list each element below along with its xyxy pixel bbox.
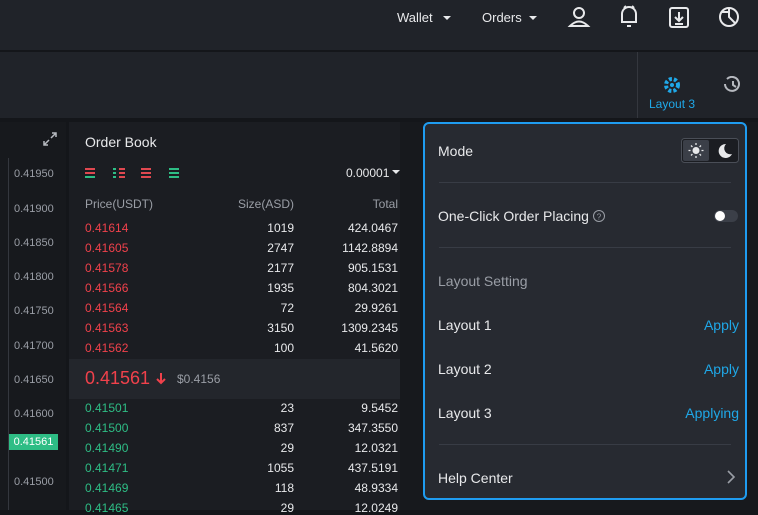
ask-cell: 804.3021 bbox=[347, 281, 398, 295]
bid-cell: 837 bbox=[273, 421, 294, 435]
axis-label: 0.41850 bbox=[14, 237, 54, 249]
ask-cell: 0.41605 bbox=[85, 241, 129, 255]
layout-action[interactable]: Applying bbox=[685, 405, 739, 421]
ask-cell: 0.41566 bbox=[85, 281, 129, 295]
ask-cell: 1935 bbox=[267, 281, 294, 295]
one-click-switch[interactable] bbox=[713, 208, 741, 224]
ask-cell: 905.1531 bbox=[347, 261, 398, 275]
divider bbox=[439, 247, 731, 248]
help-center[interactable]: Help Center bbox=[438, 470, 513, 486]
ask-cell: 2177 bbox=[267, 261, 294, 275]
order-book-title: Order Book bbox=[85, 134, 157, 150]
layout-name: Layout 3 bbox=[438, 405, 492, 421]
axis-label: 0.41800 bbox=[14, 271, 54, 283]
ask-cell: 41.5620 bbox=[354, 341, 398, 355]
top-bar: Wallet Orders bbox=[0, 0, 758, 50]
bid-cell: 9.5452 bbox=[361, 401, 398, 415]
bid-cell: 0.41501 bbox=[85, 401, 129, 415]
bid-cell: 0.41500 bbox=[85, 421, 129, 435]
last-price-usd: $0.4156 bbox=[177, 372, 221, 386]
ask-cell: 0.41578 bbox=[85, 261, 129, 275]
ask-cell: 0.41562 bbox=[85, 341, 129, 355]
ask-cell: 1019 bbox=[267, 221, 294, 235]
ask-cell: 72 bbox=[280, 301, 294, 315]
divider bbox=[439, 444, 731, 445]
bid-cell: 0.41490 bbox=[85, 441, 129, 455]
bid-cell: 118 bbox=[274, 481, 294, 495]
bid-cell: 29 bbox=[280, 441, 294, 455]
ask-cell: 0.41614 bbox=[85, 221, 129, 235]
ask-cell: 0.41564 bbox=[85, 301, 129, 315]
layout-name: Layout 2 bbox=[438, 361, 492, 377]
svg-text:?: ? bbox=[597, 213, 602, 222]
column-header: Price(USDT) bbox=[85, 197, 153, 211]
ask-cell: 0.41563 bbox=[85, 321, 129, 335]
mode-toggle[interactable] bbox=[681, 138, 741, 164]
layout-action[interactable]: Apply bbox=[703, 317, 739, 333]
bid-cell: 0.41471 bbox=[85, 461, 129, 475]
dropdown-arrow bbox=[392, 170, 400, 174]
bid-cell: 12.0321 bbox=[354, 441, 398, 455]
view-toggles[interactable] bbox=[83, 166, 183, 180]
bid-cell: 1055 bbox=[267, 461, 294, 475]
axis-label: 0.41700 bbox=[14, 340, 54, 352]
ask-cell: 1142.8894 bbox=[342, 241, 398, 255]
nav-orders[interactable]: Orders bbox=[482, 10, 522, 25]
layout-name: Layout 1 bbox=[438, 317, 492, 333]
axis-label: 0.41950 bbox=[14, 168, 54, 180]
toolbar-icons bbox=[664, 76, 740, 93]
layout-setting-heading: Layout Setting bbox=[438, 273, 528, 289]
separator bbox=[637, 52, 638, 118]
axis-label: 0.41600 bbox=[14, 408, 54, 420]
axis-label: 0.41500 bbox=[14, 476, 54, 488]
ask-cell: 3150 bbox=[267, 321, 294, 335]
ask-cell: 2747 bbox=[267, 241, 294, 255]
column-header: Size(ASD) bbox=[237, 197, 294, 211]
bid-cell: 48.9334 bbox=[354, 481, 398, 495]
divider bbox=[439, 182, 731, 183]
bid-cell: 347.3550 bbox=[347, 421, 398, 435]
bid-cell: 29 bbox=[280, 501, 294, 515]
settings-panel: ? Mode One-Click Order Placing Layout Sett… bbox=[423, 122, 747, 500]
axis-label: 0.41650 bbox=[14, 374, 54, 386]
last-price: 0.41561 bbox=[85, 368, 151, 388]
bid-cell: 0.41469 bbox=[85, 481, 129, 495]
last-price-row bbox=[69, 359, 400, 399]
ask-cell: 424.0467 bbox=[347, 221, 398, 235]
one-click-label: One-Click Order Placing bbox=[438, 208, 589, 224]
expand-icon[interactable] bbox=[43, 132, 57, 146]
layout-action[interactable]: Apply bbox=[703, 361, 739, 377]
bid-cell: 0.41465 bbox=[85, 501, 129, 515]
ask-cell: 100 bbox=[273, 341, 294, 355]
current-price-tag: 0.41561 bbox=[9, 434, 58, 450]
chevron bbox=[727, 470, 736, 484]
price-chart: 0.41950 0.41900 0.41850 0.41800 0.41750 0.417… bbox=[0, 122, 66, 510]
axis-label: 0.41750 bbox=[14, 305, 54, 317]
nav-icons bbox=[443, 5, 739, 28]
bid-cell: 437.5191 bbox=[347, 461, 398, 475]
nav-wallet[interactable]: Wallet bbox=[397, 10, 433, 25]
mode-label: Mode bbox=[438, 143, 474, 159]
layout-button[interactable]: Layout 3 bbox=[649, 97, 696, 111]
ask-cell: 1309.2345 bbox=[341, 321, 398, 335]
down-arrow bbox=[156, 373, 166, 385]
order-book: Order Book 0.00001 Price(USDT) Size(ASD) T… bbox=[69, 122, 400, 515]
help-icon[interactable]: ? bbox=[592, 209, 606, 223]
column-header: Total bbox=[372, 197, 398, 211]
bid-cell: 23 bbox=[280, 401, 294, 415]
ask-cell: 29.9261 bbox=[354, 301, 398, 315]
precision-select[interactable]: 0.00001 bbox=[346, 166, 390, 180]
toolbar: Layout 3 bbox=[0, 52, 758, 118]
axis-line bbox=[8, 158, 9, 510]
bid-cell: 12.0249 bbox=[354, 501, 398, 515]
axis-label: 0.41900 bbox=[14, 203, 54, 215]
